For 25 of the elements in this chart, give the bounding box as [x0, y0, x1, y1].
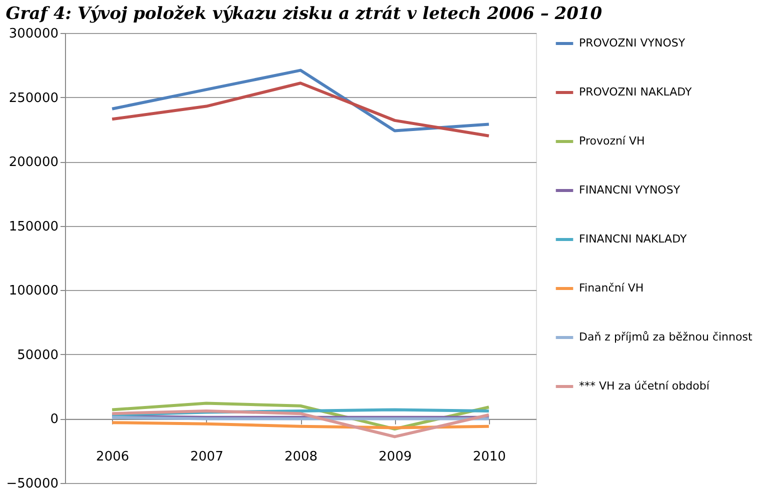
- x-tick-label: 2007: [190, 449, 224, 464]
- line-series: [110, 410, 490, 438]
- legend-label: PROVOZNI NAKLADY: [579, 86, 692, 98]
- legend-label: *** VH za účetní období: [579, 380, 710, 392]
- y-tick-label: 300000: [8, 26, 58, 42]
- legend-label: Daň z příjmů za běžnou činnost: [579, 330, 753, 344]
- legend-label: PROVOZNI VYNOSY: [579, 36, 686, 50]
- x-tick-label: 2009: [378, 449, 412, 464]
- y-tick-label: 200000: [8, 155, 58, 170]
- x-tick-label: 2008: [284, 449, 318, 464]
- x-tick-label: 2010: [472, 449, 506, 464]
- legend-label: FINANCNI NAKLADY: [579, 232, 687, 246]
- y-tick-label: 50000: [17, 348, 58, 363]
- legend-label: Provozní VH: [579, 134, 645, 148]
- y-tick-label: 150000: [8, 219, 58, 234]
- legend-label: FINANCNI VYNOSY: [579, 184, 680, 196]
- y-tick-label: −50000: [6, 476, 58, 492]
- y-tick-label: 250000: [8, 90, 58, 106]
- y-tick-label: 100000: [8, 284, 58, 299]
- line-series: [110, 68, 490, 132]
- legend-label: Finanční VH: [579, 282, 644, 294]
- y-tick-label: 0: [50, 412, 58, 428]
- line-series: [110, 82, 490, 138]
- chart-title: Graf 4: Vývoj položek výkazu zisku a ztrát v letech 2006 – 2010: [6, 4, 602, 24]
- x-tick-label: 2006: [96, 449, 130, 464]
